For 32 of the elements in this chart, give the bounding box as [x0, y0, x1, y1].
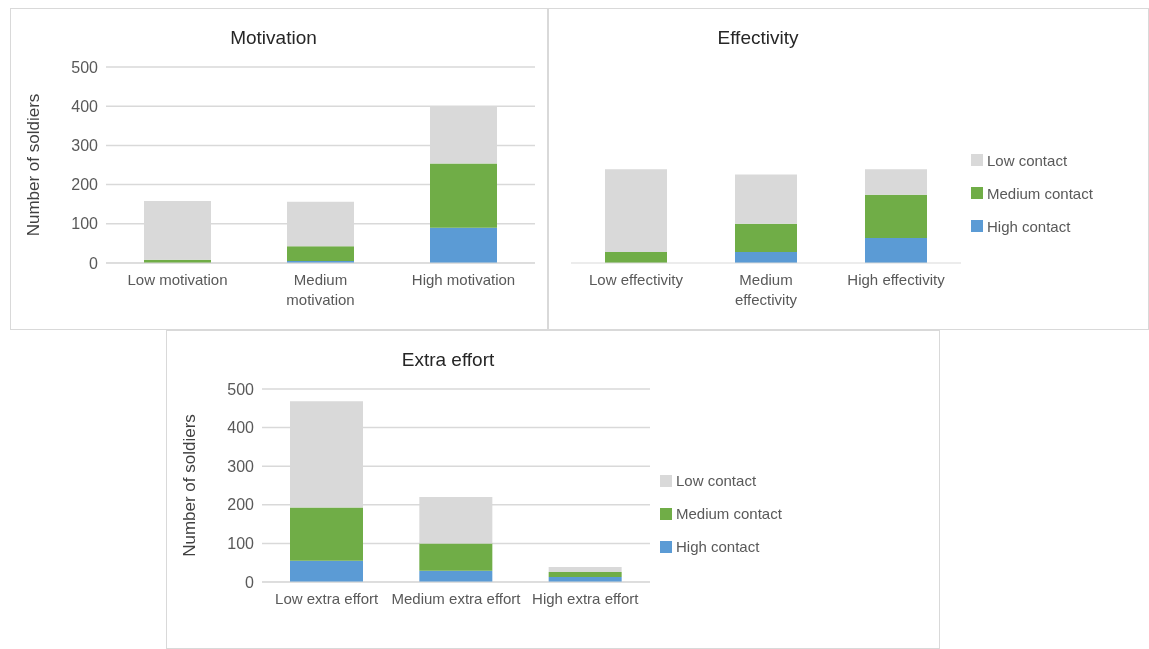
y-tick-label: 400 — [71, 97, 99, 115]
legend-label: High contact — [987, 217, 1071, 235]
x-tick-label: Low extra effort — [275, 590, 380, 607]
y-tick-label: 0 — [245, 573, 255, 591]
x-tick-label: Medium effectivity — [734, 271, 798, 308]
x-tick-label: Medium extra effort — [391, 590, 522, 607]
y-tick-label: 100 — [71, 215, 99, 233]
y-tick-label: 100 — [227, 535, 255, 553]
x-tick-label: High extra effort — [532, 590, 640, 607]
y-axis-title: Number of soldiers — [24, 93, 44, 237]
y-tick-label: 0 — [89, 254, 99, 272]
x-tick-label: High effectivity — [847, 271, 946, 288]
legend-label: High contact — [676, 538, 760, 555]
legend-label: Medium contact — [676, 505, 782, 522]
y-tick-label: 300 — [71, 137, 99, 155]
legend-label: Low contact — [987, 151, 1068, 169]
y-tick-label: 500 — [71, 58, 99, 76]
chart-title: Motivation — [229, 27, 318, 50]
y-tick-label: 300 — [227, 457, 255, 475]
y-axis-title: Number of soldiers — [180, 414, 200, 557]
chart-title: Effectivity — [716, 27, 800, 50]
chart-title: Extra effort — [400, 349, 496, 372]
x-tick-label: High motivation — [411, 271, 516, 288]
x-tick-label: Low effectivity — [589, 271, 684, 288]
y-tick-label: 200 — [71, 176, 99, 194]
legend-label: Low contact — [676, 472, 757, 489]
legend-label: Medium contact — [987, 184, 1093, 202]
x-tick-label: Low motivation — [127, 271, 228, 288]
y-tick-label: 200 — [227, 496, 255, 514]
x-tick-label: Medium motivation — [286, 271, 355, 308]
y-tick-label: 500 — [227, 380, 255, 398]
y-tick-label: 400 — [227, 419, 255, 437]
